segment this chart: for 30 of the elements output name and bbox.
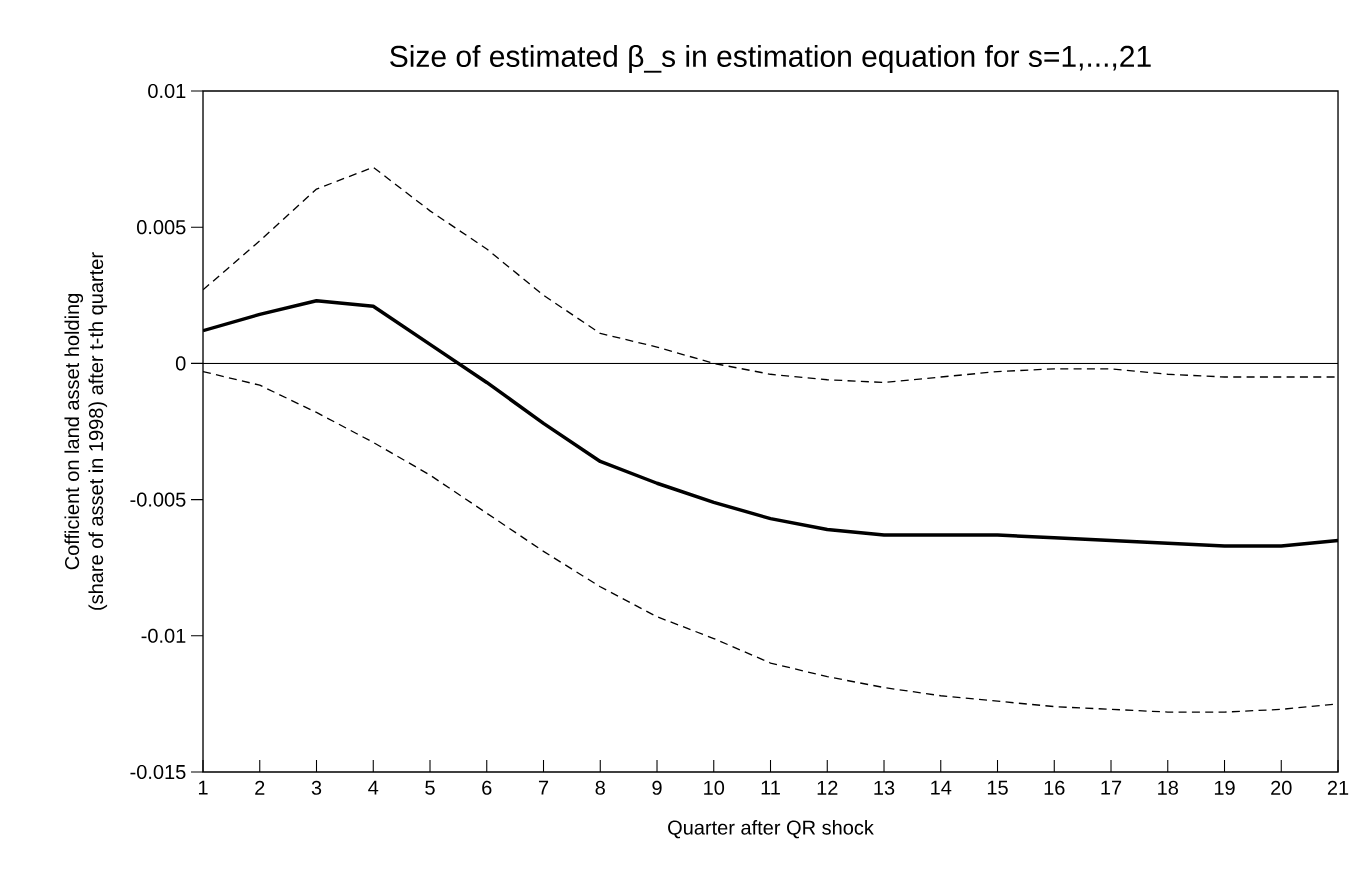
x-tick-label: 7: [538, 780, 549, 795]
y-axis-title: Cofficient on land asset holding (share of asset in 1998) after t-th quarter: [64, 252, 108, 610]
x-tick-label: 4: [368, 780, 379, 795]
x-tick-label: 14: [931, 780, 952, 795]
x-tick-label: 20: [1271, 780, 1292, 795]
x-tick-label: 18: [1158, 780, 1179, 795]
x-tick-label: 5: [425, 780, 435, 795]
x-tick-label: 12: [817, 780, 838, 795]
y-tick-label: -0.015: [130, 764, 186, 780]
x-tick-label: 16: [1044, 780, 1065, 795]
y-tick-label: 0.005: [137, 220, 186, 235]
x-tick-label: 10: [704, 780, 725, 795]
x-tick-label: 13: [874, 780, 895, 795]
y-tick-label: -0.01: [141, 628, 186, 643]
x-tick-label: 9: [652, 780, 662, 795]
x-tick-label: 17: [1101, 780, 1122, 795]
x-axis-title: Quarter after QR shock: [668, 820, 874, 839]
x-tick-label: 19: [1214, 780, 1235, 795]
x-tick-label: 1: [198, 780, 208, 795]
x-tick-label: 3: [311, 780, 322, 795]
y-tick-label: -0.005: [130, 492, 186, 507]
chart-title: Size of estimated β_s in estimation equation for s=1,...,21: [390, 44, 1151, 73]
y-tick-label: 0.01: [148, 83, 186, 99]
x-tick-label: 15: [987, 780, 1008, 795]
x-tick-label: 21: [1327, 780, 1349, 795]
x-tick-label: 8: [595, 780, 605, 795]
x-tick-label: 11: [761, 780, 780, 795]
y-tick-label: 0: [175, 356, 186, 371]
x-tick-label: 6: [482, 780, 492, 795]
x-tick-label: 2: [255, 780, 265, 795]
